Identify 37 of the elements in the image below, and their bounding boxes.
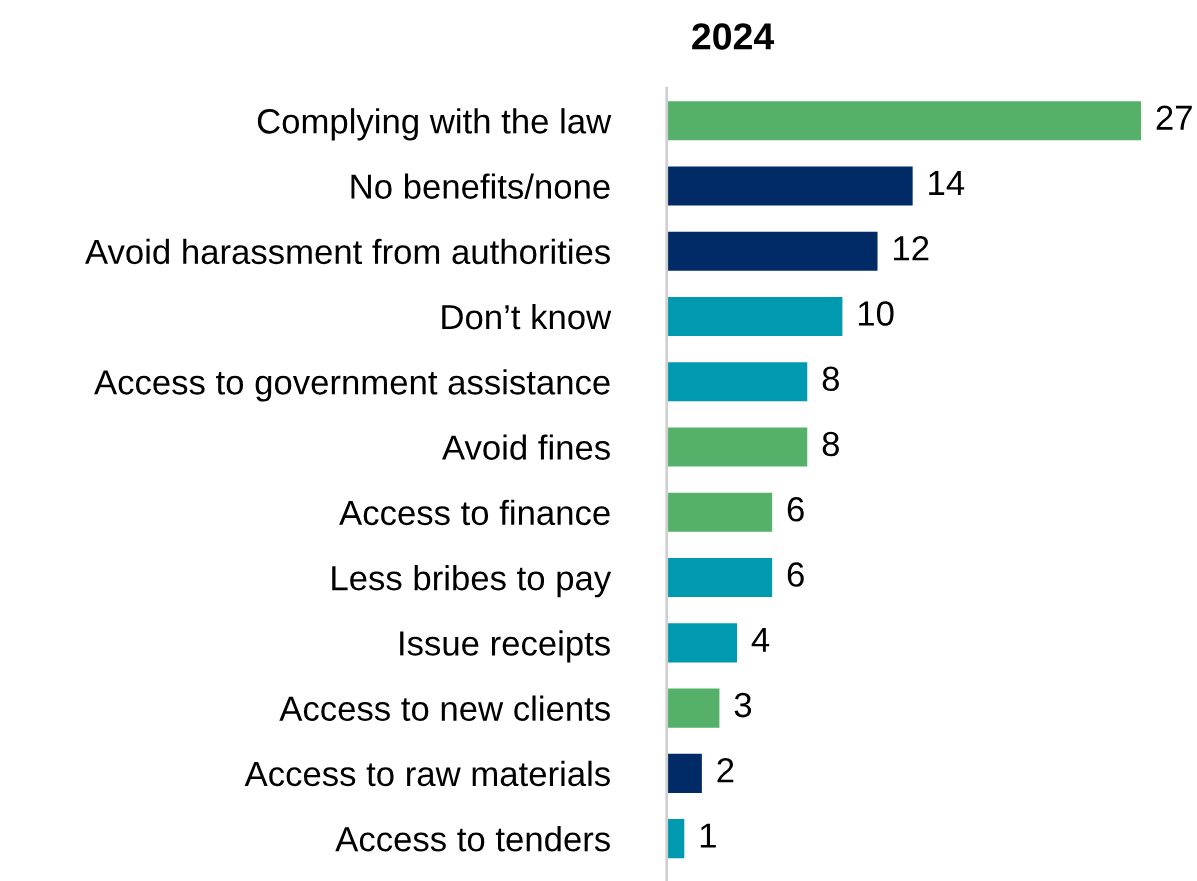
- data-label: 8: [822, 366, 839, 392]
- y-tick-label: Access to raw materials: [244, 760, 610, 787]
- bar: [666, 819, 685, 859]
- bar: [666, 362, 808, 402]
- bar: [666, 623, 737, 663]
- data-label: 10: [858, 301, 894, 326]
- bar: [666, 166, 913, 206]
- y-tick-label: Avoid fines: [442, 434, 610, 460]
- data-label: 4: [751, 627, 770, 652]
- y-tick-label: Access to tenders: [335, 826, 610, 852]
- bar: [666, 753, 702, 793]
- data-label: 8: [822, 431, 839, 457]
- data-label: 27: [1156, 105, 1192, 130]
- bar: [666, 296, 843, 337]
- y-tick-label: Avoid harassment from authorities: [85, 238, 610, 265]
- y-tick-label: Access to government assistance: [94, 369, 610, 402]
- bar: [666, 231, 878, 271]
- data-label: 1: [700, 823, 716, 848]
- chart-title: 2024: [692, 23, 775, 50]
- y-tick-label: No benefits/none: [351, 173, 610, 199]
- y-tick-label: Less bribes to pay: [332, 564, 612, 598]
- y-tick-label: Don’t know: [442, 303, 612, 330]
- y-tick-label: Access to new clients: [279, 695, 610, 721]
- y-tick-label: Complying with the law: [257, 108, 612, 141]
- bar: [666, 101, 1142, 141]
- data-label: 3: [734, 692, 752, 718]
- data-label: 6: [787, 562, 804, 587]
- bar: [666, 557, 773, 598]
- data-label: 12: [894, 235, 929, 261]
- data-label: 14: [929, 171, 965, 195]
- data-label: 2: [717, 758, 734, 783]
- y-tick-label: Issue receipts: [400, 630, 610, 663]
- bar: [666, 492, 773, 532]
- bar: [666, 427, 808, 467]
- data-label: 6: [787, 497, 804, 522]
- y-tick-label: Access to finance: [339, 499, 610, 526]
- bar: [666, 688, 720, 728]
